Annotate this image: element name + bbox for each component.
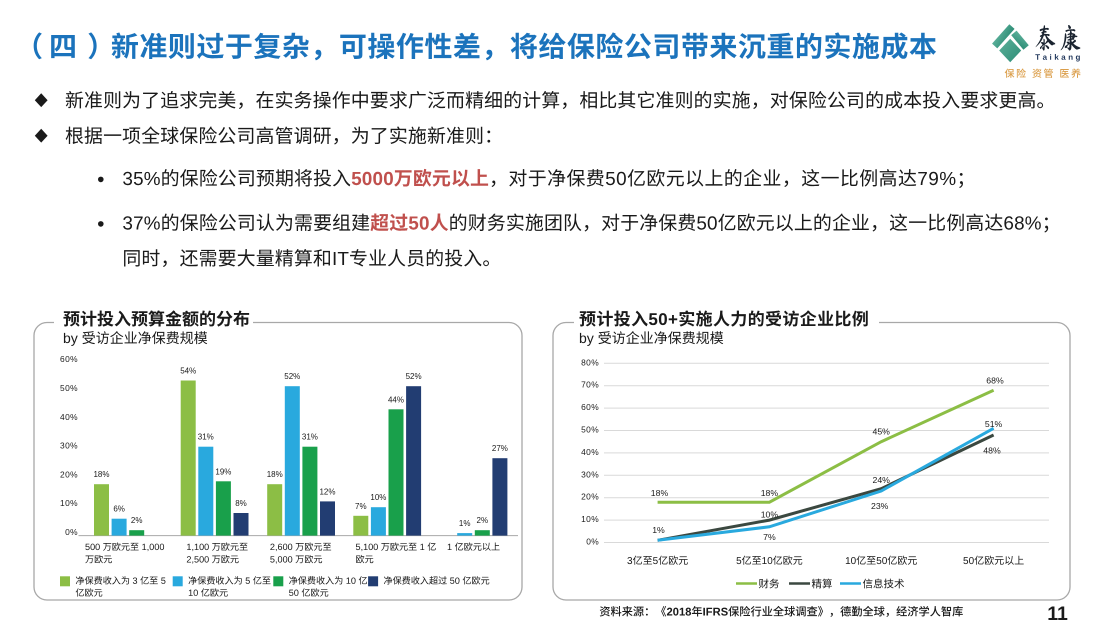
svg-text:80%: 80%	[581, 357, 599, 367]
svg-text:40%: 40%	[60, 412, 78, 422]
svg-text:60%: 60%	[581, 402, 599, 412]
svg-text:2%: 2%	[131, 516, 143, 525]
svg-text:52%: 52%	[406, 372, 422, 381]
svg-text:60%: 60%	[60, 354, 78, 364]
svg-text:1%: 1%	[459, 519, 471, 528]
svg-text:2%: 2%	[477, 516, 489, 525]
svg-text:10%: 10%	[370, 493, 386, 502]
svg-text:52%: 52%	[284, 372, 300, 381]
svg-text:30%: 30%	[60, 441, 78, 451]
svg-text:10%: 10%	[761, 510, 779, 520]
svg-text:50%: 50%	[60, 383, 78, 393]
svg-text:70%: 70%	[581, 380, 599, 390]
svg-text:27%: 27%	[492, 444, 508, 453]
svg-text:54%: 54%	[180, 367, 196, 376]
svg-text:30%: 30%	[581, 469, 599, 479]
svg-text:68%: 68%	[986, 376, 1004, 386]
svg-text:18%: 18%	[267, 470, 283, 479]
svg-text:48%: 48%	[983, 446, 1001, 456]
svg-text:18%: 18%	[93, 470, 109, 479]
svg-text:31%: 31%	[302, 433, 318, 442]
svg-text:6%: 6%	[113, 505, 125, 514]
svg-text:0%: 0%	[586, 537, 599, 547]
svg-text:24%: 24%	[873, 475, 891, 485]
svg-text:19%: 19%	[215, 467, 231, 476]
svg-text:44%: 44%	[388, 395, 404, 404]
svg-text:0%: 0%	[65, 527, 78, 537]
svg-text:50%: 50%	[581, 425, 599, 435]
svg-text:11: 11	[1047, 603, 1068, 625]
svg-text:51%: 51%	[985, 419, 1003, 429]
svg-text:23%: 23%	[871, 501, 889, 511]
svg-text:12%: 12%	[319, 487, 335, 496]
svg-text:8%: 8%	[235, 499, 247, 508]
svg-text:10%: 10%	[60, 498, 78, 508]
svg-text:7%: 7%	[763, 532, 776, 542]
svg-text:18%: 18%	[651, 488, 669, 498]
svg-text:20%: 20%	[60, 469, 78, 479]
svg-text:40%: 40%	[581, 447, 599, 457]
svg-text:18%: 18%	[761, 488, 779, 498]
svg-text:20%: 20%	[581, 492, 599, 502]
svg-text:1%: 1%	[652, 525, 665, 535]
svg-text:45%: 45%	[873, 427, 891, 437]
svg-text:10%: 10%	[581, 514, 599, 524]
svg-text:31%: 31%	[198, 433, 214, 442]
svg-text:7%: 7%	[355, 502, 367, 511]
